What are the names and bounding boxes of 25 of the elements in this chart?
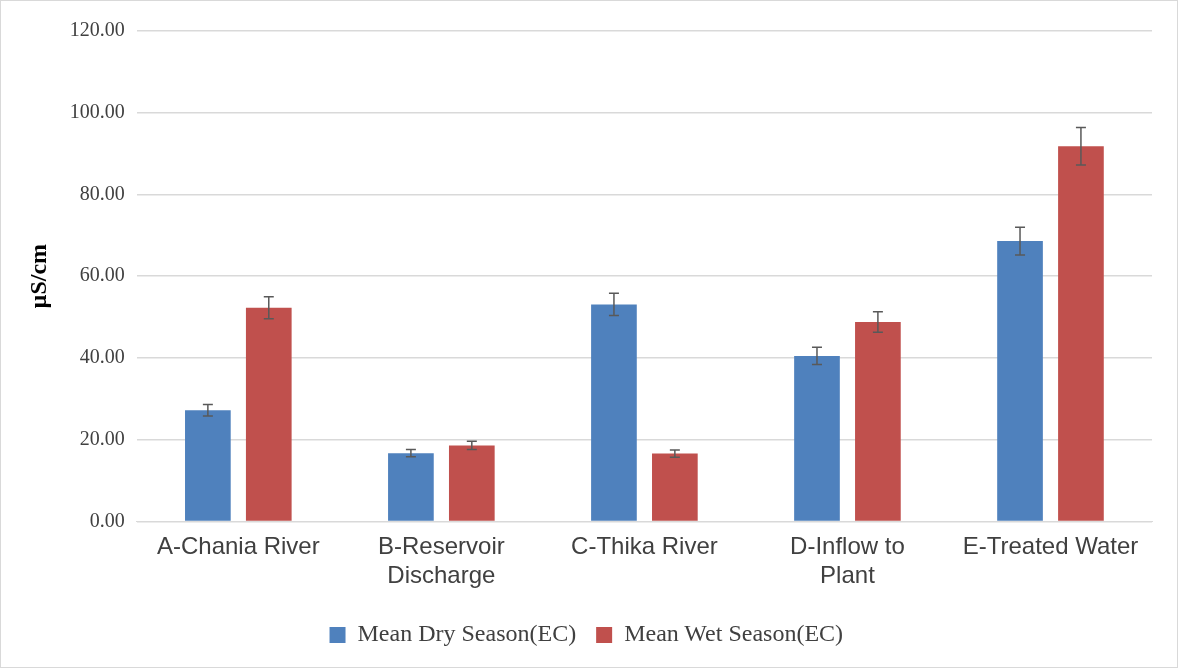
legend-label: Mean Wet Season(EC) <box>624 620 844 647</box>
bar <box>448 445 495 521</box>
y-tick-label: 120.00 <box>69 18 125 41</box>
bar <box>1058 146 1104 521</box>
legend-label: Mean Dry Season(EC) <box>357 620 577 647</box>
y-tick-label: 20.00 <box>79 426 125 449</box>
bar <box>245 307 292 521</box>
bar <box>794 355 840 521</box>
bar <box>185 410 231 521</box>
x-tick-label: D-Inflow to Plant <box>790 532 905 589</box>
x-tick-label: B-Reservoir Discharge <box>378 532 505 589</box>
y-tick-label: 40.00 <box>79 345 125 368</box>
bar <box>855 321 901 521</box>
x-tick-label: C-Thika River <box>571 532 718 560</box>
y-axis-title: µS/cm <box>24 243 51 309</box>
bar <box>388 453 434 521</box>
bar <box>591 304 637 521</box>
bar <box>652 453 698 521</box>
x-tick-label: E-Treated Water <box>962 532 1139 560</box>
y-tick-label: 100.00 <box>69 99 125 122</box>
y-tick-label: 0.00 <box>89 508 125 531</box>
bar <box>997 241 1043 521</box>
y-tick-label: 60.00 <box>79 263 125 286</box>
y-tick-label: 80.00 <box>79 181 125 204</box>
x-tick-label: A-Chania River <box>156 532 320 560</box>
